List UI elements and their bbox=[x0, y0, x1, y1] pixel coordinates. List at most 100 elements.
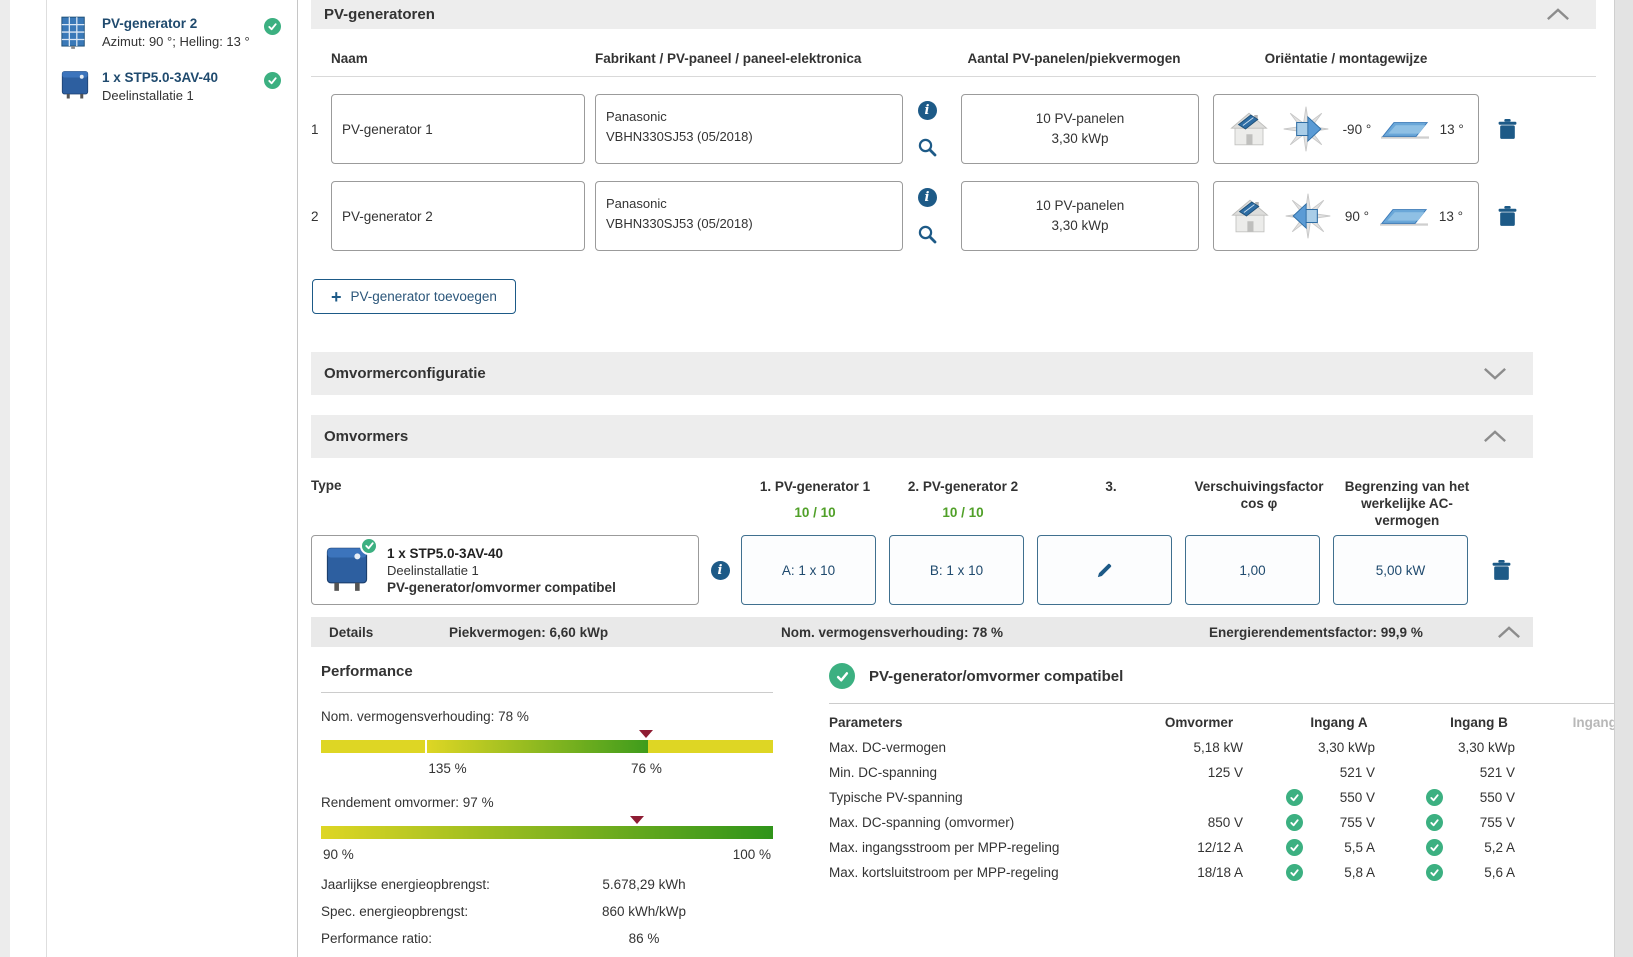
panel-count: 10 PV-panelen bbox=[1036, 196, 1125, 216]
param-omvormer: 12/12 A bbox=[1129, 835, 1269, 860]
pv-name-input[interactable]: PV-generator 1 bbox=[331, 94, 585, 164]
tilt-value: 13 ° bbox=[1439, 209, 1463, 224]
inverter-type-box[interactable]: 1 x STP5.0-3AV-40 Deelinstallatie 1 PV-g… bbox=[311, 535, 699, 605]
param-ingang-a: 550 V bbox=[1317, 790, 1375, 805]
compatibility-panel: PV-generator/omvormer compatibel Paramet… bbox=[829, 663, 1614, 957]
stat-row: Jaarlijkse energieopbrengst: 5.678,29 kW… bbox=[321, 877, 773, 892]
chevron-up-icon[interactable] bbox=[1483, 430, 1507, 443]
sidebar-item-title[interactable]: PV-generator 2 bbox=[102, 16, 197, 31]
panel-count-box[interactable]: 10 PV-panelen 3,30 kWp bbox=[961, 94, 1199, 164]
sidebar-item-pv-generator-2[interactable]: PV-generator 2 Azimut: 90 °; Helling: 13… bbox=[60, 15, 281, 53]
trash-icon bbox=[1491, 559, 1512, 582]
efficiency-gauge bbox=[321, 815, 773, 847]
inverter-icon bbox=[60, 70, 92, 103]
pv-generator-row-2: 2 PV-generator 2 Panasonic VBHN330SJ53 (… bbox=[311, 181, 1596, 251]
module-type: VBHN330SJ53 (05/2018) bbox=[606, 127, 892, 147]
house-icon bbox=[1229, 196, 1271, 236]
check-icon bbox=[1426, 814, 1443, 831]
inverter-name: 1 x STP5.0-3AV-40 bbox=[387, 545, 616, 562]
sidebar-item-subtitle: Deelinstallatie 1 bbox=[102, 88, 258, 103]
azimuth-value: -90 ° bbox=[1343, 122, 1372, 137]
column-header-naam: Naam bbox=[331, 51, 585, 66]
column-header-gen3: 3. bbox=[1037, 478, 1185, 529]
param-ingang-b: 550 V bbox=[1457, 790, 1515, 805]
check-icon bbox=[1286, 814, 1303, 831]
chevron-up-icon[interactable] bbox=[1546, 8, 1570, 21]
column-header-gen1: 1. PV-generator 1 10 / 10 bbox=[741, 478, 889, 529]
col-header-ingang-b: Ingang B bbox=[1409, 710, 1549, 735]
panel-count-box[interactable]: 10 PV-panelen 3,30 kWp bbox=[961, 181, 1199, 251]
add-pv-generator-button[interactable]: + PV-generator toevoegen bbox=[312, 279, 516, 314]
azimuth-compass-icon bbox=[1282, 193, 1334, 239]
pv-table-header-row: Naam Fabrikant / PV-paneel / paneel-elek… bbox=[311, 51, 1596, 77]
column-header-fabrikant: Fabrikant / PV-paneel / paneel-elektroni… bbox=[595, 51, 903, 66]
tilt-panel-icon bbox=[1380, 204, 1428, 228]
gen2-assigned-count: 10 / 10 bbox=[889, 504, 1037, 521]
param-label: Max. ingangsstroom per MPP-regeling bbox=[829, 835, 1129, 860]
check-icon bbox=[1426, 864, 1443, 881]
plus-icon: + bbox=[331, 290, 342, 304]
search-module-button[interactable] bbox=[917, 137, 937, 157]
col-header-ingang-a: Ingang A bbox=[1269, 710, 1409, 735]
input-a-config[interactable]: A: 1 x 10 bbox=[741, 535, 876, 605]
ratio-gauge bbox=[321, 729, 773, 761]
param-ingang-a: 5,5 A bbox=[1317, 840, 1375, 855]
param-omvormer: 18/18 A bbox=[1129, 860, 1269, 885]
chevron-down-icon[interactable] bbox=[1483, 367, 1507, 380]
input-b-config[interactable]: B: 1 x 10 bbox=[889, 535, 1024, 605]
col-header-ingang-c: Ingang C bbox=[1549, 710, 1614, 735]
pv-module-selector[interactable]: Panasonic VBHN330SJ53 (05/2018) bbox=[595, 94, 903, 164]
cos-phi-input[interactable]: 1,00 bbox=[1185, 535, 1320, 605]
gauge-marker bbox=[639, 730, 653, 738]
info-icon[interactable]: i bbox=[711, 561, 730, 580]
param-label: Max. kortsluitstroom per MPP-regeling bbox=[829, 860, 1129, 885]
inverter-row: 1 x STP5.0-3AV-40 Deelinstallatie 1 PV-g… bbox=[311, 535, 1596, 605]
param-ingang-a: 521 V bbox=[1317, 765, 1375, 780]
param-omvormer bbox=[1129, 785, 1269, 810]
info-icon[interactable]: i bbox=[918, 101, 937, 120]
section-title: Omvormers bbox=[324, 428, 408, 445]
column-header-orientatie: Oriëntatie / montagewijze bbox=[1213, 51, 1479, 66]
sidebar-item-inverter[interactable]: 1 x STP5.0-3AV-40 Deelinstallatie 1 bbox=[60, 69, 281, 103]
param-omvormer: 5,18 kW bbox=[1129, 735, 1269, 760]
ac-limit-input[interactable]: 5,00 kW bbox=[1333, 535, 1468, 605]
pv-generators-section-header[interactable]: PV-generatoren bbox=[311, 0, 1596, 29]
chevron-up-icon[interactable] bbox=[1497, 626, 1521, 639]
sidebar-item-title[interactable]: 1 x STP5.0-3AV-40 bbox=[102, 70, 218, 85]
pencil-icon bbox=[1095, 561, 1114, 580]
main-content: PV-generatoren Naam Fabrikant / PV-panee… bbox=[298, 0, 1614, 957]
ratio-bar-label: Nom. vermogensverhouding: 78 % bbox=[321, 709, 773, 724]
peak-power-summary: Piekvermogen: 6,60 kWp bbox=[449, 625, 781, 640]
gauge-marker bbox=[630, 816, 644, 824]
details-bar[interactable]: Details Piekvermogen: 6,60 kWp Nom. verm… bbox=[311, 617, 1533, 647]
param-ingang-b: 5,2 A bbox=[1457, 840, 1515, 855]
gen1-assigned-count: 10 / 10 bbox=[741, 504, 889, 521]
pv-module-selector[interactable]: Panasonic VBHN330SJ53 (05/2018) bbox=[595, 181, 903, 251]
search-module-button[interactable] bbox=[917, 224, 937, 244]
delete-inverter-button[interactable] bbox=[1491, 559, 1512, 582]
pv-module-icon bbox=[60, 16, 92, 53]
row-index: 1 bbox=[311, 94, 331, 164]
column-header-ac-limit: Begrenzing van het werkelijke AC-vermoge… bbox=[1333, 478, 1481, 529]
inverter-config-section-header[interactable]: Omvormerconfiguratie bbox=[311, 352, 1533, 395]
pv-generator-row-1: 1 PV-generator 1 Panasonic VBHN330SJ53 (… bbox=[311, 94, 1596, 164]
peak-power: 3,30 kWp bbox=[1051, 216, 1108, 236]
status-ok-icon bbox=[264, 18, 281, 35]
orientation-box[interactable]: -90 ° 13 ° bbox=[1213, 94, 1479, 164]
vertical-scrollbar[interactable] bbox=[1614, 0, 1633, 957]
inverters-section-header[interactable]: Omvormers bbox=[311, 415, 1533, 458]
delete-pv-generator-button[interactable] bbox=[1497, 205, 1518, 228]
column-header-type: Type bbox=[311, 478, 699, 529]
input-c-config[interactable] bbox=[1037, 535, 1172, 605]
param-ingang-b: 5,6 A bbox=[1457, 865, 1515, 880]
parameters-table: Parameters Omvormer Ingang A Ingang B In… bbox=[829, 710, 1614, 885]
efficiency-tick-90: 90 % bbox=[323, 847, 354, 862]
info-icon[interactable]: i bbox=[918, 188, 937, 207]
col-header-parameters: Parameters bbox=[829, 710, 1129, 735]
inverters-header-row: Type 1. PV-generator 1 10 / 10 2. PV-gen… bbox=[311, 478, 1596, 529]
param-label: Typische PV-spanning bbox=[829, 785, 1129, 810]
pv-name-input[interactable]: PV-generator 2 bbox=[331, 181, 585, 251]
param-label: Max. DC-vermogen bbox=[829, 735, 1129, 760]
delete-pv-generator-button[interactable] bbox=[1497, 118, 1518, 141]
orientation-box[interactable]: 90 ° 13 ° bbox=[1213, 181, 1479, 251]
